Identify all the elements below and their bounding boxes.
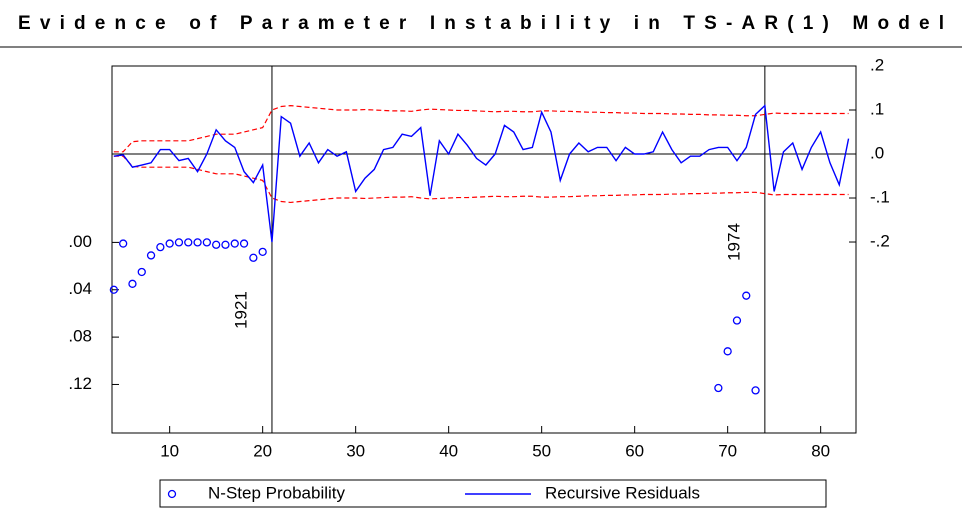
band-upper <box>113 105 849 153</box>
chart-title: Evidence of Parameter Instability in TS-… <box>18 13 944 34</box>
probability-point <box>146 251 156 260</box>
probability-point <box>202 238 212 247</box>
probability-point <box>221 240 230 249</box>
x-tick-label: 20 <box>253 441 272 460</box>
x-tick-label: 80 <box>811 441 830 460</box>
probability-point <box>165 239 174 248</box>
plot-frame <box>111 65 857 434</box>
y-tick-label: .08 <box>68 327 92 346</box>
probability-point <box>239 239 249 248</box>
x-tick-label: 30 <box>346 441 365 460</box>
legend-label: Recursive Residuals <box>545 483 700 502</box>
probability-point <box>119 239 128 248</box>
probability-point <box>249 253 258 262</box>
probability-point <box>742 291 751 300</box>
probability-point <box>109 285 119 294</box>
x-tick-label: 40 <box>439 441 458 460</box>
probability-point <box>212 240 221 249</box>
x-tick-label: 70 <box>718 441 737 460</box>
probability-point <box>751 386 760 395</box>
y2-tick-label: -.1 <box>870 187 890 206</box>
probability-point <box>230 239 239 248</box>
annotation: 1974 <box>724 223 743 261</box>
legend-marker <box>167 489 177 499</box>
probability-point <box>723 347 732 356</box>
probability-point <box>714 383 723 393</box>
probability-point <box>732 316 742 325</box>
y2-tick-label: .1 <box>870 99 884 118</box>
x-tick-label: 10 <box>160 441 179 460</box>
band-lower <box>113 155 849 204</box>
x-tick-label: 60 <box>625 441 644 460</box>
y-tick-label: .04 <box>68 279 92 298</box>
legend-label: N-Step Probability <box>208 483 346 502</box>
y2-tick-label: -.2 <box>870 232 890 251</box>
y2-tick-label: .0 <box>870 143 884 162</box>
probability-point <box>137 267 146 277</box>
probability-point <box>156 242 165 252</box>
y2-tick-label: .2 <box>870 55 884 74</box>
y-tick-label: .00 <box>68 232 92 251</box>
annotation: 1921 <box>231 291 250 329</box>
x-tick-label: 50 <box>532 441 551 460</box>
residual-line <box>113 104 850 243</box>
probability-point <box>193 238 202 247</box>
probability-point <box>184 238 193 247</box>
probability-point <box>258 247 267 257</box>
y-tick-label: .12 <box>68 374 92 393</box>
probability-point <box>128 279 137 288</box>
probability-point <box>174 238 184 247</box>
